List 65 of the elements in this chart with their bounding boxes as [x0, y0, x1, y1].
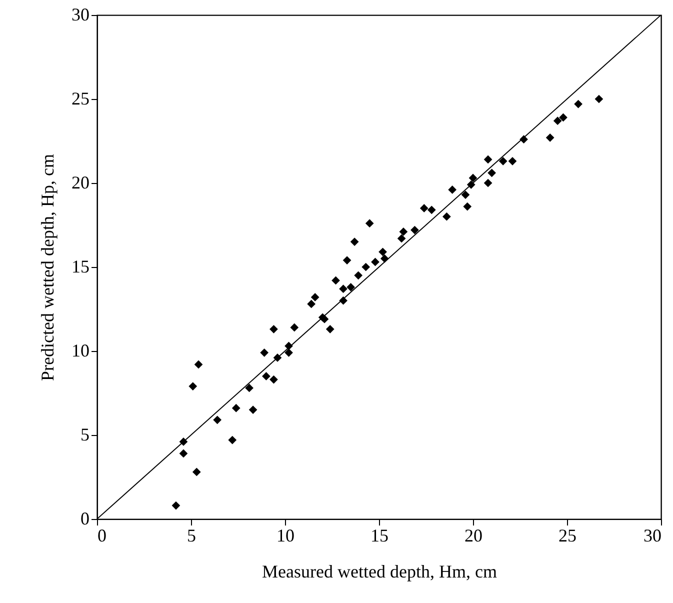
point — [448, 186, 457, 194]
y-tick-label: 5 — [80, 424, 90, 444]
point — [213, 416, 222, 424]
point — [262, 372, 270, 380]
x-tick-label: 5 — [187, 526, 196, 546]
point — [192, 468, 201, 476]
point — [498, 156, 508, 166]
y-tick-label: 15 — [72, 256, 90, 276]
y-tick-label: 0 — [80, 508, 90, 528]
y-tick-label: 10 — [72, 340, 90, 360]
point — [245, 384, 254, 392]
point — [463, 202, 472, 211]
point — [326, 324, 334, 334]
point — [342, 256, 352, 264]
point — [397, 234, 406, 243]
point — [410, 226, 419, 234]
point — [594, 94, 604, 104]
point — [350, 238, 359, 246]
point — [290, 323, 299, 332]
point — [228, 436, 237, 444]
point — [284, 348, 293, 357]
point — [188, 382, 198, 390]
point — [248, 406, 258, 414]
point — [362, 262, 370, 272]
point — [260, 348, 269, 357]
point — [546, 133, 554, 142]
y-tick-label: 25 — [72, 88, 90, 108]
x-tick-label: 25 — [558, 526, 576, 546]
point — [270, 375, 278, 384]
point — [399, 228, 408, 236]
point — [194, 360, 203, 369]
point — [365, 219, 374, 228]
point — [468, 174, 478, 182]
point — [307, 300, 316, 308]
x-axis-title: Measured wetted depth, Hm, cm — [262, 562, 497, 582]
point — [420, 204, 428, 212]
x-tick-label: 0 — [98, 526, 106, 546]
point — [427, 206, 436, 214]
point — [179, 449, 188, 458]
point — [332, 276, 340, 285]
point — [559, 113, 568, 122]
point — [354, 271, 363, 280]
point — [484, 155, 492, 164]
point — [488, 168, 496, 178]
point — [232, 404, 240, 412]
point — [484, 178, 492, 188]
point — [553, 116, 562, 126]
point — [310, 293, 320, 302]
point — [371, 258, 380, 266]
point — [442, 212, 451, 221]
y-axis-title: Predicted wetted depth, Hp, cm — [38, 154, 58, 381]
point — [378, 248, 387, 256]
point — [461, 190, 470, 199]
y-tick-label: 30 — [72, 4, 90, 24]
point — [346, 282, 355, 292]
x-tick-label: 20 — [464, 526, 482, 546]
point — [339, 284, 348, 294]
x-tick-label: 15 — [370, 526, 388, 546]
point — [270, 324, 278, 334]
point — [508, 156, 517, 166]
x-tick-label: 10 — [276, 526, 294, 546]
point — [172, 501, 180, 510]
x-tick-label: 30 — [644, 526, 662, 546]
y-tick-label: 20 — [72, 172, 90, 192]
point — [574, 100, 582, 108]
